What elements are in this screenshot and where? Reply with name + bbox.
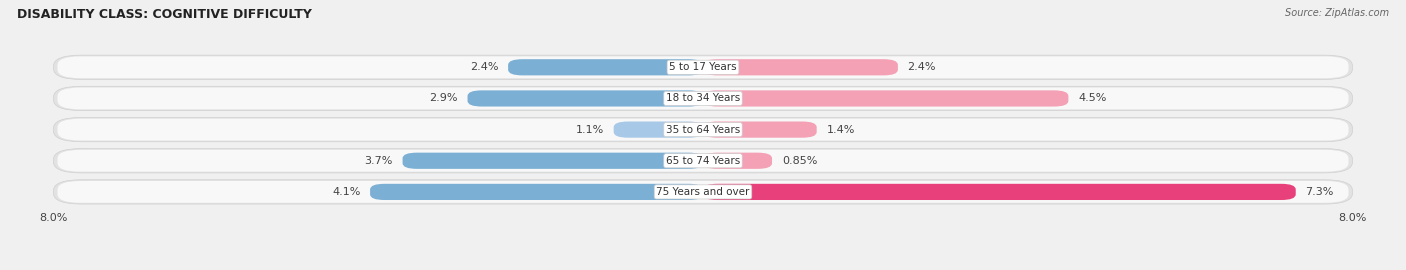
Text: 2.4%: 2.4% [908, 62, 936, 72]
Text: 2.4%: 2.4% [470, 62, 498, 72]
FancyBboxPatch shape [703, 59, 898, 75]
Text: 1.4%: 1.4% [827, 124, 855, 135]
Text: 0.85%: 0.85% [782, 156, 817, 166]
FancyBboxPatch shape [402, 153, 703, 169]
FancyBboxPatch shape [508, 59, 703, 75]
FancyBboxPatch shape [703, 122, 817, 138]
Text: 75 Years and over: 75 Years and over [657, 187, 749, 197]
FancyBboxPatch shape [53, 148, 1353, 173]
Text: 4.1%: 4.1% [332, 187, 360, 197]
Text: 35 to 64 Years: 35 to 64 Years [666, 124, 740, 135]
FancyBboxPatch shape [370, 184, 703, 200]
FancyBboxPatch shape [53, 86, 1353, 111]
Text: 18 to 34 Years: 18 to 34 Years [666, 93, 740, 103]
FancyBboxPatch shape [468, 90, 703, 107]
Text: 5 to 17 Years: 5 to 17 Years [669, 62, 737, 72]
FancyBboxPatch shape [703, 90, 1069, 107]
FancyBboxPatch shape [53, 117, 1353, 142]
Text: Source: ZipAtlas.com: Source: ZipAtlas.com [1285, 8, 1389, 18]
Text: 65 to 74 Years: 65 to 74 Years [666, 156, 740, 166]
FancyBboxPatch shape [703, 153, 772, 169]
FancyBboxPatch shape [58, 119, 1348, 140]
Text: 3.7%: 3.7% [364, 156, 392, 166]
Text: 2.9%: 2.9% [429, 93, 458, 103]
FancyBboxPatch shape [58, 150, 1348, 172]
FancyBboxPatch shape [703, 184, 1296, 200]
FancyBboxPatch shape [613, 122, 703, 138]
FancyBboxPatch shape [53, 55, 1353, 79]
FancyBboxPatch shape [53, 180, 1353, 204]
FancyBboxPatch shape [58, 181, 1348, 203]
Text: 4.5%: 4.5% [1078, 93, 1107, 103]
Text: DISABILITY CLASS: COGNITIVE DIFFICULTY: DISABILITY CLASS: COGNITIVE DIFFICULTY [17, 8, 312, 21]
Text: 7.3%: 7.3% [1306, 187, 1334, 197]
FancyBboxPatch shape [58, 56, 1348, 78]
Text: 1.1%: 1.1% [575, 124, 605, 135]
FancyBboxPatch shape [58, 87, 1348, 109]
